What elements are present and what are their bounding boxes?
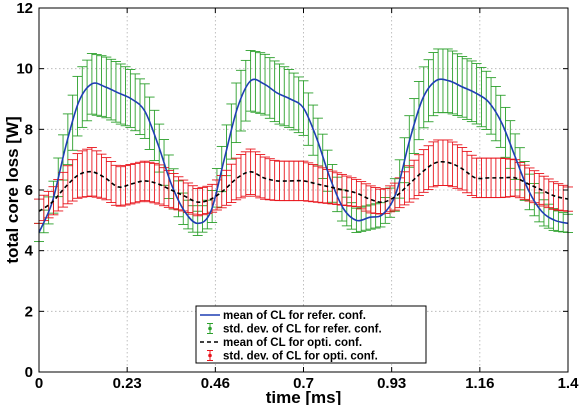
series-layer bbox=[34, 48, 573, 243]
legend-box bbox=[195, 305, 427, 364]
x-tick-label: 1.16 bbox=[465, 375, 494, 392]
y-tick-label: 10 bbox=[16, 61, 33, 78]
x-tick-label: 0.23 bbox=[113, 375, 142, 392]
x-axis-label: time [ms] bbox=[266, 388, 342, 405]
x-tick-label: 1.4 bbox=[558, 375, 580, 392]
x-tick-label: 0.46 bbox=[201, 375, 230, 392]
series-line-0 bbox=[38, 78, 569, 233]
legend-entry: std. dev. of CL for refer. conf. bbox=[207, 323, 382, 336]
legend-entry: mean of CL for opti. conf. bbox=[200, 337, 362, 349]
legend-label: mean of CL for opti. conf. bbox=[223, 337, 362, 349]
legend-label: std. dev. of CL for refer. conf. bbox=[223, 324, 382, 336]
y-axis-label: total core loss [W] bbox=[3, 116, 22, 263]
y-tick-label: 8 bbox=[25, 121, 33, 138]
legend-entries: mean of CL for refer. conf. std. dev. of … bbox=[200, 310, 382, 363]
x-tick-label: 0 bbox=[35, 375, 43, 392]
x-tick-label: 0.7 bbox=[293, 375, 314, 392]
y-tick-label: 0 bbox=[25, 364, 33, 381]
y-tick-label: 2 bbox=[25, 303, 33, 320]
y-tick-label: 6 bbox=[25, 182, 33, 199]
legend-marker-dot bbox=[208, 353, 212, 358]
legend-entry: mean of CL for refer. conf. bbox=[200, 310, 366, 322]
ticks bbox=[38, 7, 569, 373]
legend-marker-dot bbox=[208, 326, 212, 331]
y-tick-label: 12 bbox=[16, 0, 33, 17]
legend-entry: std. dev. of CL for opti. conf. bbox=[207, 350, 378, 363]
x-tick-label: 0.93 bbox=[377, 375, 406, 392]
tick-labels: 0 0.23 0.46 0.7 0.93 1.16 1.4 0 2 4 6 8 10 12 bbox=[16, 0, 579, 392]
series-line-2 bbox=[38, 160, 569, 212]
legend: mean of CL for refer. conf. std. dev. of … bbox=[195, 305, 427, 364]
y-tick-label: 4 bbox=[25, 243, 34, 260]
legend-label: mean of CL for refer. conf. bbox=[223, 310, 366, 322]
legend-label: std. dev. of CL for opti. conf. bbox=[223, 351, 378, 363]
